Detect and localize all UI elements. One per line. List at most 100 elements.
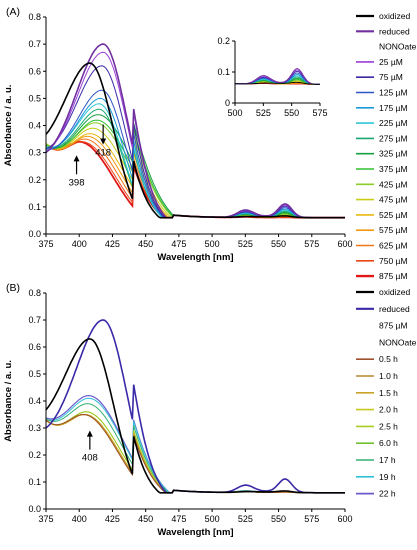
annotation-label: 408: [82, 453, 98, 464]
x-tick-label: 500: [205, 239, 220, 249]
legend-label: reduced: [379, 26, 410, 36]
panel-label: (A): [6, 6, 20, 18]
legend-label: 575 µM: [379, 225, 408, 235]
legend-label: 19 h: [379, 472, 396, 482]
y-tick-label: 0.2: [28, 175, 41, 185]
legend-label: 6.0 h: [379, 438, 398, 448]
series-line: [45, 319, 345, 494]
y-axis-title: Absorbance / a. u.: [3, 85, 14, 167]
y-tick-label: 0.1: [28, 202, 41, 212]
x-tick-label: 575: [304, 239, 319, 249]
legend-label: oxidized: [379, 11, 410, 21]
x-axis-title: Wavelength [nm]: [157, 527, 233, 538]
inset-y-tick-label: 0: [225, 98, 230, 108]
series-line: [46, 89, 345, 219]
legend-label: 175 µM: [379, 103, 408, 113]
legend-label: 750 µM: [379, 256, 408, 266]
legend-label: 475 µM: [379, 195, 408, 205]
series-line: [45, 114, 345, 219]
legend-label: 2.5 h: [379, 421, 398, 431]
legend-label: 525 µM: [379, 210, 408, 220]
annotation-label: 398: [69, 177, 85, 188]
x-tick-label: 425: [105, 514, 120, 524]
x-tick-label: 600: [337, 514, 352, 524]
x-tick-label: 500: [205, 514, 220, 524]
inset-x-tick-label: 550: [284, 108, 299, 118]
legend-0: oxidized reduced NONOate 25 µM 75 µM 125 µM 17…: [356, 11, 417, 281]
series-line: [45, 127, 345, 219]
y-tick-label: 0.7: [28, 39, 41, 49]
legend-label: 875 µM: [379, 271, 408, 281]
x-tick-label: 400: [72, 514, 87, 524]
legend-1: oxidized reduced 875 µM NONOate 0.5 h 1.0 h 1.…: [356, 287, 417, 499]
series-line: [45, 140, 345, 219]
inset-y-tick-label: 0.1: [217, 67, 230, 77]
x-tick-label: 400: [72, 239, 87, 249]
series-line: [45, 394, 345, 494]
y-tick-label: 0.5: [28, 369, 41, 379]
x-axis-title: Wavelength [nm]: [157, 252, 233, 263]
y-tick-label: 0.3: [28, 423, 41, 433]
series-line: [45, 62, 345, 219]
arrow-head: [100, 138, 107, 145]
y-tick-label: 0.5: [28, 93, 41, 103]
y-tick-label: 0.7: [28, 315, 41, 325]
series-line: [45, 138, 345, 219]
annotation-label: 418: [95, 147, 111, 158]
legend-label: 425 µM: [379, 179, 408, 189]
x-tick-label: 375: [38, 239, 53, 249]
inset-background: [235, 41, 320, 103]
legend-label: 0.5 h: [379, 354, 398, 364]
legend-heading: NONOate: [379, 42, 417, 52]
inset-plot: 500 525 550 575 0 0.1 0.2: [217, 36, 327, 118]
inset-series-line: [235, 68, 320, 85]
y-tick-label: 0.8: [28, 12, 41, 22]
legend-heading: NONOate: [379, 337, 417, 347]
x-tick-label: 525: [238, 239, 253, 249]
x-tick-label: 450: [138, 239, 153, 249]
y-tick-label: 0.4: [28, 121, 41, 131]
legend-label: 25 µM: [379, 57, 403, 67]
legend-label: oxidized: [379, 287, 410, 297]
y-tick-label: 0.3: [28, 148, 41, 158]
chart-panel-0: (A) 375 400 425 450 475 500 525 550 575 600 0.0 0.1 0…: [3, 6, 353, 263]
chart-panel-1: (B) 375 400 425 450 475 500 525 550 575 600 0.0 0.1 0…: [3, 282, 353, 538]
legend-label: 75 µM: [379, 72, 403, 82]
y-tick-label: 0.4: [28, 396, 41, 406]
y-tick-label: 0.6: [28, 342, 41, 352]
arrow-head: [73, 155, 80, 162]
series-line: [45, 97, 345, 219]
series-line: [45, 119, 345, 219]
y-tick-label: 0.2: [28, 450, 41, 460]
series-line: [45, 141, 345, 219]
legend-label: reduced: [379, 304, 410, 314]
legend-label: 1.0 h: [379, 371, 398, 381]
x-tick-label: 550: [271, 514, 286, 524]
series-line: [45, 103, 345, 219]
legend-label: 275 µM: [379, 133, 408, 143]
inset-series-line: [235, 81, 320, 85]
panel-label: (B): [6, 282, 20, 294]
x-tick-label: 600: [337, 239, 352, 249]
x-tick-label: 575: [304, 514, 319, 524]
x-tick-label: 550: [271, 239, 286, 249]
y-tick-label: 0.1: [28, 477, 41, 487]
x-tick-label: 525: [238, 514, 253, 524]
x-tick-label: 450: [138, 514, 153, 524]
legend-label: 625 µM: [379, 241, 408, 251]
x-tick-label: 375: [38, 514, 53, 524]
series-line: [45, 338, 345, 494]
series-line: [45, 108, 345, 219]
x-tick-label: 475: [171, 514, 186, 524]
legend-label: 325 µM: [379, 149, 408, 159]
inset-x-tick-label: 500: [227, 108, 242, 118]
y-tick-label: 0.0: [28, 229, 41, 239]
arrow-head: [86, 430, 93, 437]
x-tick-label: 475: [171, 239, 186, 249]
x-tick-label: 425: [105, 239, 120, 249]
y-tick-label: 0.0: [28, 504, 41, 514]
legend-label: 225 µM: [379, 118, 408, 128]
legend-label: 375 µM: [379, 164, 408, 174]
inset-x-tick-label: 525: [256, 108, 271, 118]
